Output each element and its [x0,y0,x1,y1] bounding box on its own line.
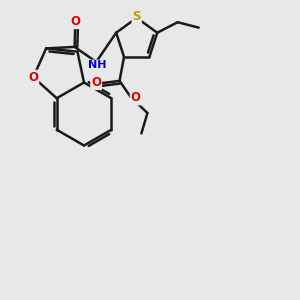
Text: S: S [133,10,141,23]
Text: O: O [131,92,141,104]
Text: NH: NH [88,61,107,70]
Text: O: O [91,76,101,89]
Text: O: O [28,71,38,84]
Text: O: O [70,15,80,28]
